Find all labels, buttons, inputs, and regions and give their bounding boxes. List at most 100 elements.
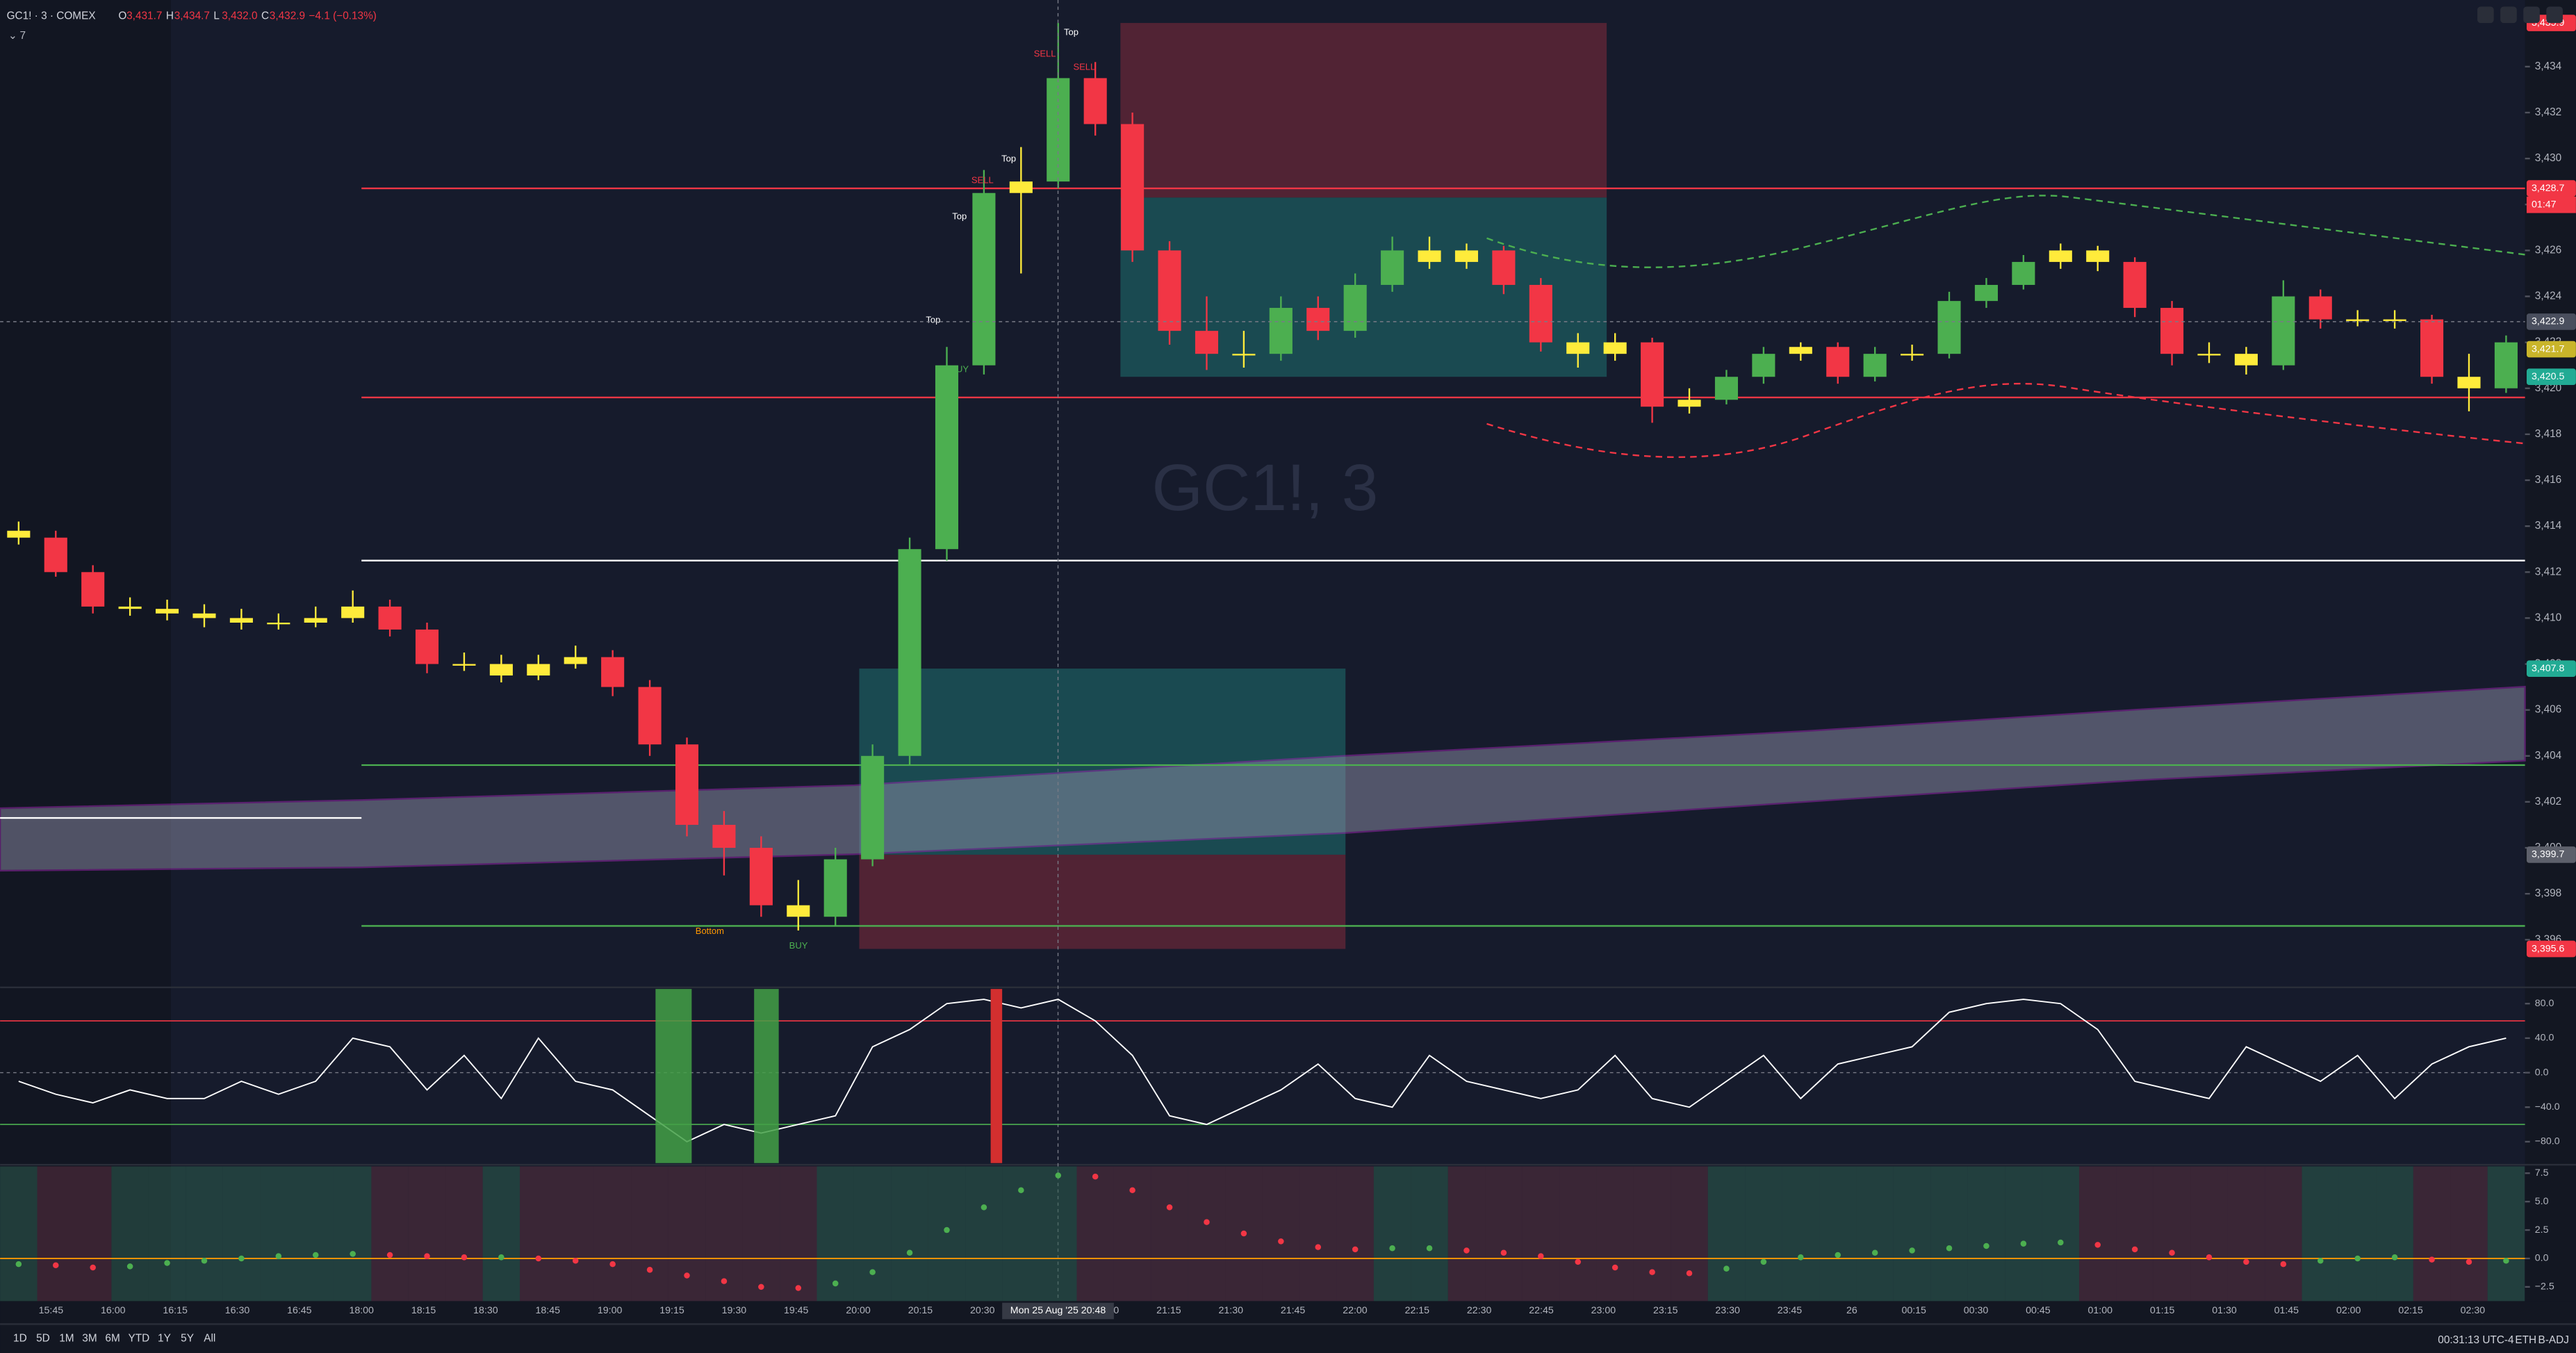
x-tick-label: 01:45 [2274, 1305, 2299, 1316]
x-tick-label: 16:30 [225, 1305, 250, 1316]
y-tick-label: 3,434 [2535, 60, 2562, 72]
momentum-dot [1649, 1269, 1655, 1275]
candle-body [1937, 301, 1961, 354]
range-button[interactable]: 1M [59, 1333, 74, 1345]
candle-body [341, 606, 365, 618]
candle-body [192, 613, 216, 618]
momentum-dot [1204, 1219, 1210, 1225]
momentum-dot [1538, 1253, 1544, 1259]
regime-band [1299, 1166, 1337, 1302]
candle-body [972, 192, 996, 366]
regime-band [2338, 1166, 2377, 1302]
regime-band [1745, 1166, 1782, 1302]
candle-body [1047, 78, 1070, 182]
candle-body [712, 824, 736, 848]
regime-band [1856, 1166, 1894, 1302]
momentum-dot [1871, 1249, 1878, 1256]
signal-label: Bottom [696, 926, 724, 936]
x-tick-label: 26 [1846, 1305, 1857, 1316]
momentum-dot [1500, 1249, 1507, 1256]
x-tick-label: 02:30 [2461, 1305, 2486, 1316]
regime-band [1819, 1166, 1857, 1302]
regime-band [2190, 1166, 2228, 1302]
momentum-dot [1352, 1246, 1359, 1253]
window-button[interactable] [2477, 6, 2494, 24]
range-button[interactable]: 1D [13, 1333, 27, 1345]
collapse-icon[interactable]: ⌄ [8, 30, 17, 42]
candle-body [2457, 377, 2481, 388]
candle-body [1677, 400, 1701, 407]
x-tick-label: 19:00 [598, 1305, 623, 1316]
x-tick-label: 20:00 [846, 1305, 871, 1316]
regime-band [2450, 1166, 2488, 1302]
momentum-dot [1240, 1230, 1247, 1237]
regime-band [1633, 1166, 1671, 1302]
signal-label: Top [952, 211, 967, 221]
range-button[interactable]: 5Y [181, 1333, 194, 1345]
regime-band [1522, 1166, 1560, 1302]
signal-bar [754, 989, 779, 1163]
regime-band [2227, 1166, 2265, 1302]
regime-band [2116, 1166, 2153, 1302]
range-button[interactable]: 3M [82, 1333, 97, 1345]
range-button[interactable]: 1Y [158, 1333, 171, 1345]
regime-band [520, 1166, 557, 1302]
momentum-dot [795, 1285, 802, 1291]
candle-body [1714, 377, 1739, 400]
momentum-dot [1315, 1244, 1322, 1250]
x-tick-label: 01:00 [2088, 1305, 2113, 1316]
momentum-dot [424, 1253, 430, 1259]
window-button[interactable] [2500, 6, 2517, 24]
window-button[interactable] [2546, 6, 2563, 24]
signal-label: Top [1001, 154, 1016, 164]
momentum-dot [2391, 1254, 2398, 1261]
range-button[interactable]: All [204, 1333, 215, 1345]
range-button[interactable]: YTD [129, 1333, 150, 1345]
candle-body [601, 657, 625, 687]
momentum-dot [2354, 1255, 2361, 1262]
y-tick-label: −2.5 [2535, 1281, 2554, 1293]
candle-body [1603, 342, 1627, 354]
y-tick-label: 3,418 [2535, 428, 2561, 440]
indicator-count[interactable]: 7 [19, 30, 26, 42]
momentum-dot [1463, 1247, 1470, 1254]
candle-body [2049, 250, 2072, 262]
regime-band [1113, 1166, 1151, 1302]
y-tick-label: 0.0 [2535, 1067, 2549, 1078]
symbol[interactable]: GC1! · 3 · COMEX [7, 10, 96, 22]
ohlc-value: 3,434.7 [174, 10, 210, 22]
window-button[interactable] [2523, 6, 2540, 24]
regime-band [1671, 1166, 1708, 1302]
regime-band [1782, 1166, 1820, 1302]
candle-body [675, 744, 699, 825]
regime-band [2376, 1166, 2413, 1302]
range-button[interactable]: 5D [36, 1333, 50, 1345]
candle-body [2234, 354, 2258, 366]
regime-band [1262, 1166, 1300, 1302]
momentum-dot [906, 1249, 913, 1256]
y-tick-label: 3,424 [2535, 290, 2562, 302]
regime-band [1076, 1166, 1114, 1302]
x-tick-label: 16:15 [163, 1305, 188, 1316]
momentum-dot [832, 1280, 839, 1287]
y-tick-label: 7.5 [2535, 1167, 2549, 1179]
candle-body [1306, 308, 1330, 331]
ohlc-value: 3,432.9 [270, 10, 305, 22]
ohlc-key: H [166, 10, 174, 22]
momentum-dot [201, 1257, 208, 1264]
x-tick-label: 16:45 [287, 1305, 312, 1316]
candle-body [1232, 354, 1256, 356]
adjustment[interactable]: B-ADJ [2538, 1334, 2569, 1346]
range-button[interactable]: 6M [105, 1333, 120, 1345]
candle-body [2086, 250, 2110, 262]
regime-band [1373, 1166, 1411, 1302]
candle-body [2420, 319, 2444, 377]
momentum-dot [126, 1263, 133, 1270]
session[interactable]: ETH [2515, 1334, 2536, 1346]
momentum-dot [2058, 1239, 2064, 1246]
ohlc-key: C [261, 10, 269, 22]
x-tick-label: 21:45 [1281, 1305, 1306, 1316]
candle-body [898, 549, 921, 756]
candle-body [1974, 284, 1998, 302]
x-tick-label: 18:45 [536, 1305, 561, 1316]
